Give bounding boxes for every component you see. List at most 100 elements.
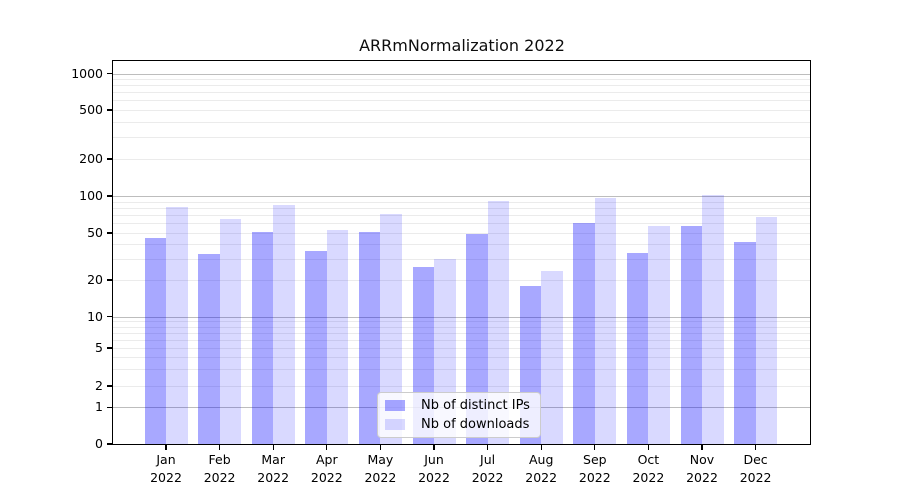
plot-area: 0 1 2 5 10 20 50 100 200 500 1000 Jan 2022 Feb 2022 M… <box>71 60 811 485</box>
y-tick-mark <box>106 406 112 408</box>
gridline-minor <box>113 280 810 281</box>
gridline-minor <box>113 215 810 216</box>
gridline-minor <box>113 92 810 94</box>
y-tick-label: 500 <box>79 102 103 117</box>
gridline-minor <box>113 110 810 111</box>
gridline-minor <box>113 321 810 323</box>
y-tick-mark <box>106 315 112 318</box>
x-tick-mark <box>219 445 221 450</box>
y-tick-mark <box>106 232 112 234</box>
x-tick-label: Apr 2022 <box>310 452 343 485</box>
x-tick-label: Jan 2022 <box>150 452 182 485</box>
bar-nb-of-downloads <box>273 204 295 444</box>
x-tick-label: Feb 2022 <box>203 452 236 485</box>
bar-nb-of-downloads <box>755 217 778 444</box>
gridline-minor <box>113 100 810 102</box>
y-tick-mark <box>106 195 112 197</box>
gridline-minor <box>113 332 810 334</box>
gridline-minor <box>113 369 810 371</box>
legend-swatch-nb-of-downloads <box>385 419 405 430</box>
bar-nb-of-distinct-ips <box>144 238 166 444</box>
x-tick-label: Dec 2022 <box>739 452 772 485</box>
x-tick-mark <box>487 445 489 450</box>
x-tick-mark <box>379 445 381 450</box>
gridline-minor <box>113 357 810 359</box>
gridline-minor <box>113 207 810 209</box>
y-tick-mark <box>106 347 112 349</box>
y-tick-label: 1 <box>95 399 103 415</box>
y-tick-label: 0 <box>95 436 103 451</box>
x-tick-label: Jul 2022 <box>471 452 504 485</box>
gridline-minor <box>113 85 810 87</box>
gridline-major <box>113 196 810 197</box>
x-tick-label: Nov 2022 <box>686 452 718 485</box>
y-tick-mark <box>106 158 112 160</box>
bar-nb-of-downloads <box>380 214 402 444</box>
gridline-minor <box>113 201 810 203</box>
gridline-minor <box>113 121 810 123</box>
gridline-major <box>113 73 810 75</box>
gridline-minor <box>113 233 810 234</box>
gridline-minor <box>113 386 810 387</box>
x-tick-mark <box>433 445 435 450</box>
gridline-minor <box>113 326 810 328</box>
x-tick-mark <box>647 445 649 450</box>
y-tick-mark <box>106 279 112 281</box>
chart-legend: Nb of distinct IPs Nb of downloads <box>377 392 541 438</box>
y-tick-mark <box>106 72 112 75</box>
gridline-minor <box>113 348 810 349</box>
bar-nb-of-distinct-ips <box>358 231 381 444</box>
bar-nb-of-downloads <box>487 200 510 444</box>
chart-title: ARRmNormalization 2022 <box>359 36 565 55</box>
x-tick-label: Jun 2022 <box>418 452 450 485</box>
legend-entry: Nb of downloads <box>385 417 530 432</box>
bar-nb-of-distinct-ips <box>305 251 327 444</box>
y-tick-mark <box>106 385 112 387</box>
bar-nb-of-distinct-ips <box>198 254 220 444</box>
gridline-minor <box>113 137 810 139</box>
bar-nb-of-distinct-ips <box>466 234 488 444</box>
bar-nb-of-downloads <box>594 197 617 444</box>
bar-nb-of-downloads <box>326 229 349 444</box>
bar-nb-of-distinct-ips <box>734 241 756 444</box>
legend-label: Nb of downloads <box>421 417 530 432</box>
x-tick-label: Aug 2022 <box>525 452 558 485</box>
x-tick-mark <box>540 445 542 450</box>
bar-nb-of-downloads <box>702 194 724 444</box>
y-tick-label: 1000 <box>71 65 103 81</box>
gridline-minor <box>113 159 810 160</box>
gridline-major <box>113 316 810 318</box>
bar-nb-of-downloads <box>648 226 670 444</box>
gridline-minor <box>113 259 810 261</box>
x-tick-mark <box>326 445 328 450</box>
x-tick-mark <box>165 445 167 450</box>
bar-nb-of-downloads <box>166 207 188 444</box>
y-tick-label: 50 <box>87 225 103 240</box>
x-tick-label: Oct 2022 <box>632 452 665 485</box>
y-tick-mark <box>106 109 112 111</box>
x-tick-mark <box>701 445 703 450</box>
gridline-minor <box>113 79 810 80</box>
bar-nb-of-downloads <box>541 270 563 444</box>
x-tick-mark <box>755 445 757 450</box>
bar-nb-of-distinct-ips <box>680 226 702 444</box>
y-tick-label: 200 <box>79 151 103 166</box>
legend-label: Nb of distinct IPs <box>421 398 530 413</box>
x-tick-mark <box>272 445 274 450</box>
x-tick-label: Sep 2022 <box>578 452 611 485</box>
y-tick-label: 100 <box>79 188 103 203</box>
x-tick-label: May 2022 <box>364 452 397 485</box>
y-tick-mark <box>106 443 112 445</box>
gridline-minor <box>113 223 810 225</box>
y-tick-label: 2 <box>95 378 103 393</box>
gridline-minor <box>113 339 810 341</box>
y-tick-label: 10 <box>87 308 103 324</box>
y-tick-label: 20 <box>87 272 103 287</box>
x-tick-mark <box>594 445 596 450</box>
bar-nb-of-distinct-ips <box>251 231 274 444</box>
bar-nb-of-distinct-ips <box>626 252 649 444</box>
legend-swatch-nb-of-distinct-ips <box>385 400 405 411</box>
gridline-minor <box>113 244 810 246</box>
x-tick-label: Mar 2022 <box>257 452 290 485</box>
y-tick-label: 5 <box>95 340 103 355</box>
